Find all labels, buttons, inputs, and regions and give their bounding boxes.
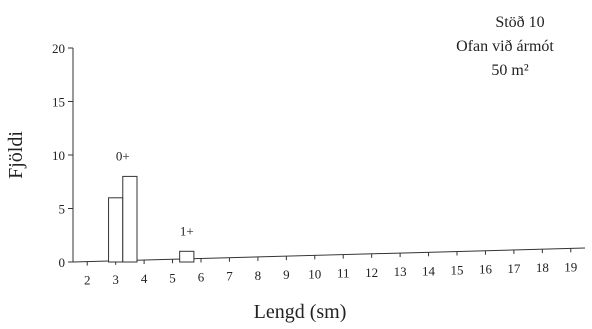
x-tick-label: 15 [451, 263, 464, 278]
x-tick-label: 14 [422, 263, 436, 278]
x-tick-label: 13 [394, 264, 407, 279]
x-tick-label: 5 [169, 270, 176, 285]
y-tick-label: 0 [59, 255, 66, 270]
x-tick-label: 6 [198, 270, 205, 285]
y-axis-title: Fjöldi [5, 131, 27, 179]
x-tick-label: 7 [226, 269, 233, 284]
bar [108, 197, 124, 263]
x-axis-title: Lengd (sm) [254, 301, 347, 323]
x-tick-label: 19 [564, 259, 577, 274]
x-tick-label: 18 [536, 260, 549, 275]
y-tick-label: 20 [52, 41, 65, 56]
x-tick-label: 4 [141, 271, 148, 286]
station-line-1: Stöð 10 [495, 14, 544, 31]
bars [108, 175, 195, 263]
station-line-3: 50 m² [491, 62, 528, 79]
station-line-2: Ofan við ármót [456, 38, 554, 55]
x-axis-line [72, 247, 586, 263]
x-tick-label: 16 [479, 262, 493, 277]
x-tick-label: 2 [84, 273, 91, 288]
y-tick-label: 5 [59, 202, 66, 217]
station-info: Stöð 10 Ofan við ármót 50 m² [456, 14, 554, 79]
x-tick-label: 11 [337, 266, 350, 281]
x-tick-label: 12 [365, 265, 378, 280]
x-tick-label: 9 [283, 267, 290, 282]
annotation-label: 1+ [180, 224, 194, 239]
axes: 0 5 10 15 20 2 3 4 5 6 7 8 9 10 11 12 13 14 15 16 17 18 19 [52, 41, 586, 288]
annotations: 0+ 1+ [116, 149, 194, 239]
x-tick-label: 10 [308, 266, 321, 281]
annotation-label: 0+ [116, 149, 130, 164]
bar [122, 175, 138, 263]
bar [179, 250, 195, 263]
x-tick-label: 3 [112, 272, 119, 287]
y-tick-label: 10 [52, 148, 65, 163]
x-tick-label: 17 [507, 261, 521, 276]
y-tick-label: 15 [52, 95, 65, 110]
x-tick-label: 8 [255, 268, 262, 283]
